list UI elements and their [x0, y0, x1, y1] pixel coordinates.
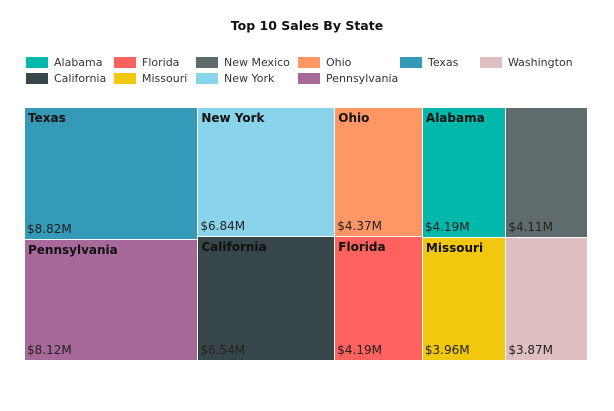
legend-label: California: [54, 72, 107, 85]
legend-swatch: [114, 73, 136, 84]
tile-category-label: Missouri: [425, 241, 484, 256]
legend-item-california[interactable]: California: [26, 71, 106, 86]
treemap-tile-new-mexico[interactable]: $4.11M: [506, 108, 588, 239]
tile-data-label: $3.87M: [508, 342, 554, 357]
legend-swatch: [26, 73, 48, 84]
legend-label: Missouri: [142, 72, 188, 85]
tile-category-label: Ohio: [338, 111, 370, 125]
treemap-tile-texas[interactable]: Texas $8.82M: [25, 108, 199, 240]
legend-label: Pennsylvania: [326, 72, 399, 85]
tile-data-label: $8.82M: [27, 221, 72, 236]
tile-data-label: $4.11M: [508, 220, 554, 235]
chart-legend: Alabama Florida New Mexico Ohio Texas Washing…: [26, 55, 606, 89]
legend-item-florida[interactable]: Florida: [114, 55, 179, 70]
legend-label: New York: [224, 72, 275, 85]
legend-item-new-mexico[interactable]: New Mexico: [196, 55, 290, 70]
treemap-tile-ohio[interactable]: Ohio $4.37M: [335, 108, 423, 238]
legend-item-ohio[interactable]: Ohio: [298, 55, 351, 70]
legend-swatch: [400, 57, 422, 68]
tile-category-label: Texas: [28, 111, 66, 125]
tile-category-label: New York: [201, 111, 265, 125]
legend-swatch: [114, 57, 136, 68]
treemap-tile-california[interactable]: California $6.54M: [198, 237, 336, 361]
legend-label: Ohio: [326, 56, 352, 69]
treemap-plot: Texas $8.82M Pennsylvania $8.12M New York $6.…: [25, 108, 588, 361]
tile-category-label: Florida: [338, 240, 386, 255]
treemap-tile-washington[interactable]: $3.87M: [506, 238, 588, 361]
tile-category-label: Alabama: [425, 111, 485, 125]
tile-data-label: $6.84M: [200, 219, 246, 234]
treemap-tile-alabama[interactable]: Alabama $4.19M: [422, 108, 507, 239]
treemap-tile-pennsylvania[interactable]: Pennsylvania $8.12M: [25, 239, 199, 361]
chart-title: Top 10 Sales By State: [230, 18, 384, 33]
tile-category-label: Pennsylvania: [28, 242, 118, 257]
legend-swatch: [26, 57, 48, 68]
legend-item-alabama[interactable]: Alabama: [26, 55, 103, 70]
legend-swatch: [196, 57, 218, 68]
tile-data-label: $6.54M: [200, 342, 246, 357]
legend-swatch: [196, 73, 218, 84]
legend-swatch: [480, 57, 502, 68]
legend-item-missouri[interactable]: Missouri: [114, 71, 187, 86]
legend-swatch: [298, 57, 320, 68]
legend-label: Texas: [428, 56, 459, 69]
legend-item-pennsylvania[interactable]: Pennsylvania: [298, 71, 398, 86]
legend-label: New Mexico: [224, 56, 290, 69]
legend-label: Washington: [508, 56, 573, 69]
treemap-tile-new-york[interactable]: New York $6.84M: [198, 108, 336, 238]
treemap-tile-florida[interactable]: Florida $4.19M: [335, 237, 423, 361]
tile-data-label: $3.96M: [424, 342, 470, 357]
legend-label: Florida: [142, 56, 180, 69]
tile-data-label: $4.19M: [337, 342, 383, 357]
legend-item-washington[interactable]: Washington: [480, 55, 573, 70]
legend-item-texas[interactable]: Texas: [400, 55, 458, 70]
tile-category-label: California: [201, 240, 267, 255]
tile-data-label: $8.12M: [27, 342, 72, 357]
tile-data-label: $4.19M: [424, 220, 470, 235]
legend-label: Alabama: [54, 56, 103, 69]
tile-data-label: $4.37M: [337, 219, 383, 234]
treemap-tile-missouri[interactable]: Missouri $3.96M: [422, 238, 507, 361]
legend-swatch: [298, 73, 320, 84]
legend-item-new-york[interactable]: New York: [196, 71, 274, 86]
